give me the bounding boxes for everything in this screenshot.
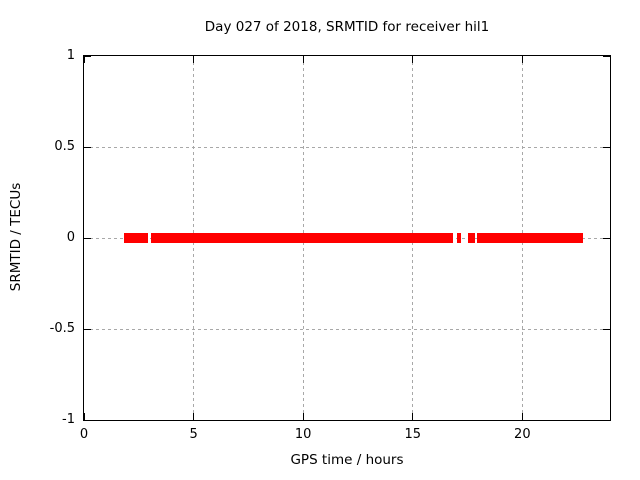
- tick-mark-bottom: [412, 413, 414, 420]
- tick-mark-bottom: [83, 413, 85, 420]
- y-tick-label: -0.5: [49, 321, 75, 336]
- y-tick-label: 0.5: [54, 139, 75, 154]
- x-tick-label: 0: [79, 427, 89, 442]
- tick-mark-top: [521, 56, 523, 63]
- tick-mark-left: [84, 146, 91, 148]
- x-tick-label: 20: [514, 427, 531, 442]
- x-tick-label: 15: [404, 427, 422, 442]
- data-segment: [467, 233, 475, 243]
- tick-mark-top: [412, 56, 414, 63]
- gridline-horizontal: [84, 328, 610, 330]
- tick-mark-bottom: [521, 413, 523, 420]
- tick-mark-right: [603, 146, 610, 148]
- x-tick-label: 5: [189, 427, 198, 442]
- data-segment: [151, 233, 453, 243]
- plot-area: [83, 55, 611, 421]
- tick-mark-left: [84, 419, 91, 421]
- data-segment: [457, 233, 461, 243]
- tick-mark-right: [603, 55, 610, 57]
- tick-mark-left: [84, 328, 91, 330]
- x-axis-label: GPS time / hours: [290, 452, 404, 468]
- y-tick-label: 1: [66, 48, 75, 63]
- tick-mark-right: [603, 419, 610, 421]
- tick-mark-top: [83, 56, 85, 63]
- tick-mark-bottom: [193, 413, 195, 420]
- tick-mark-top: [193, 56, 195, 63]
- chart-title: Day 027 of 2018, SRMTID for receiver hil…: [204, 19, 490, 35]
- y-tick-label: 0: [66, 230, 75, 245]
- x-tick-label: 10: [294, 427, 312, 442]
- tick-mark-bottom: [302, 413, 304, 420]
- data-segment: [124, 233, 149, 243]
- tick-mark-right: [603, 237, 610, 239]
- tick-mark-left: [84, 237, 91, 239]
- y-tick-label: -1: [62, 412, 75, 427]
- gridline-horizontal: [84, 146, 610, 148]
- tick-mark-top: [302, 56, 304, 63]
- data-segment: [477, 233, 584, 243]
- tick-mark-right: [603, 328, 610, 330]
- tick-mark-left: [84, 55, 91, 57]
